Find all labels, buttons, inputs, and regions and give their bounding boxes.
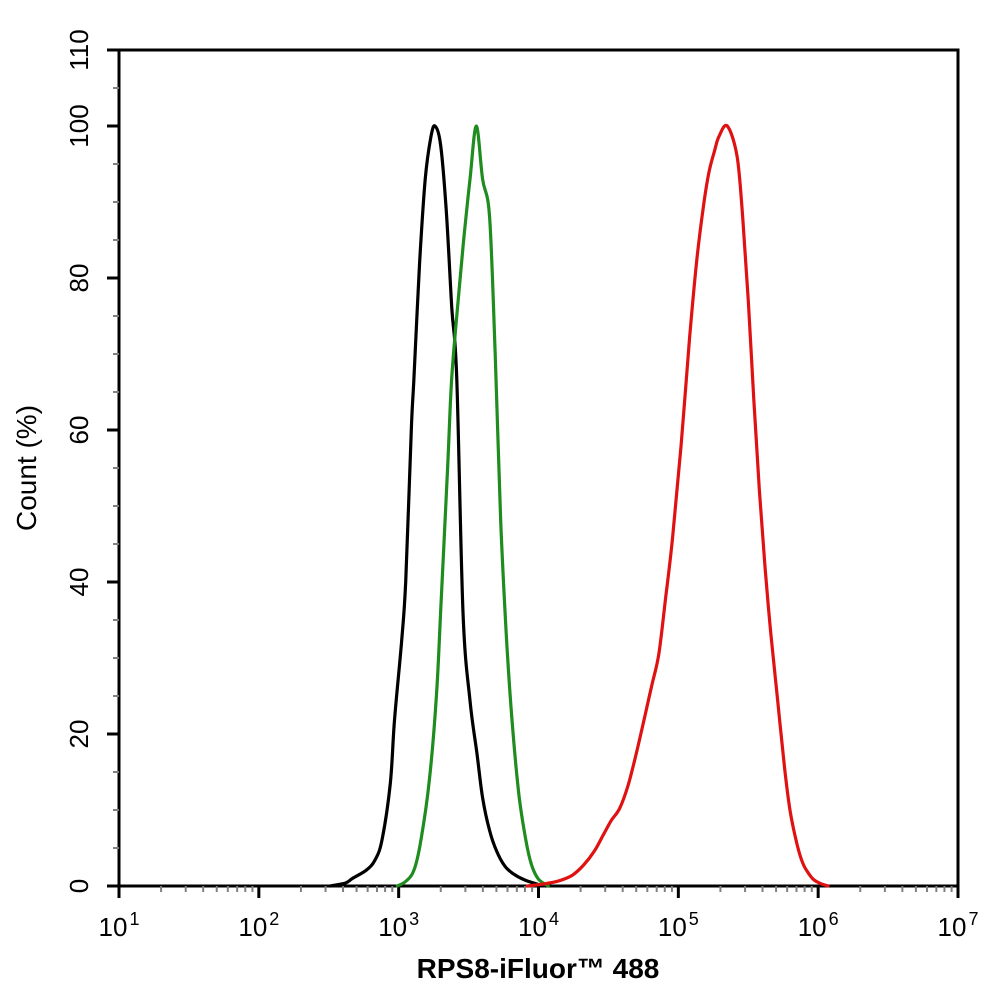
y-tick-label: 20: [64, 720, 94, 749]
y-tick-label: 0: [64, 879, 94, 893]
histogram-curves: [328, 123, 830, 888]
x-tick-label: 10 5: [658, 909, 699, 942]
y-minor-ticks: [113, 87, 119, 849]
y-tick-labels: 0 20 40 60 80 100 110: [64, 29, 94, 893]
x-major-ticks: [117, 886, 960, 898]
y-tick-label: 110: [64, 29, 94, 70]
y-major-ticks: [107, 48, 119, 888]
y-tick-label: 60: [64, 416, 94, 445]
y-tick-label: 40: [64, 568, 94, 597]
x-tick-label: 10 4: [518, 909, 559, 942]
x-tick-label: 10 2: [238, 909, 279, 942]
x-axis-title: RPS8-iFluor™ 488: [417, 953, 660, 984]
curve-red-peak: [525, 123, 830, 888]
y-axis-title: Count (%): [11, 405, 42, 531]
x-tick-label: 10 1: [99, 909, 140, 942]
x-minor-ticks: [160, 886, 953, 892]
x-tick-labels: 10 1 10 2 10 3 10 4 10 5 10 6 10 7: [99, 909, 979, 942]
curve-green-peak: [395, 124, 550, 888]
x-tick-label: 10 3: [378, 909, 419, 942]
curve-black-peak: [328, 124, 548, 888]
y-tick-label: 80: [64, 264, 94, 293]
x-tick-label: 10 7: [938, 909, 979, 942]
plot-border: [117, 48, 960, 888]
x-tick-label: 10 6: [798, 909, 839, 942]
y-tick-label: 100: [64, 104, 94, 147]
